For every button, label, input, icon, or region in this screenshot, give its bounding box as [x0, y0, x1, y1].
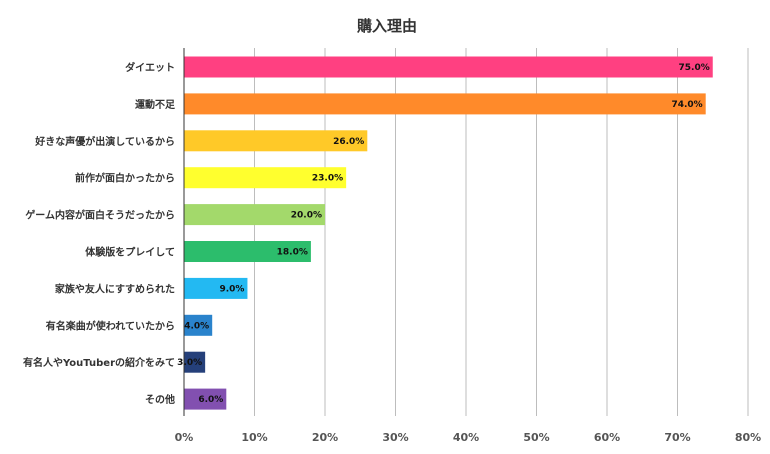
- data-label: 18.0%: [277, 248, 308, 258]
- category-label: 運動不足: [135, 98, 176, 111]
- category-label: 体験版をプレイして: [85, 246, 175, 259]
- x-tick-label: 10%: [241, 431, 267, 444]
- category-label: 有名人やYouTuberの紹介をみて: [23, 356, 175, 369]
- category-label: ダイエット: [125, 61, 175, 74]
- bar: [184, 314, 213, 336]
- x-tick-label: 40%: [453, 431, 479, 444]
- bar: [184, 277, 248, 299]
- x-tick-label: 30%: [382, 431, 408, 444]
- data-label: 4.0%: [184, 321, 209, 331]
- x-tick-label: 0%: [175, 431, 194, 444]
- bar: [184, 388, 227, 410]
- category-label: 前作が面白かったから: [75, 172, 175, 185]
- category-label: 有名楽曲が使われていたから: [46, 319, 175, 332]
- bar: [184, 130, 368, 152]
- x-tick-label: 70%: [664, 431, 690, 444]
- data-label: 23.0%: [312, 174, 343, 184]
- category-label: 好きな声優が出演しているから: [34, 135, 175, 148]
- data-label: 6.0%: [198, 395, 223, 405]
- category-labels: ダイエット運動不足好きな声優が出演しているから前作が面白かったからゲーム内容が面…: [23, 61, 176, 406]
- data-label: 26.0%: [333, 137, 364, 147]
- data-label: 9.0%: [219, 284, 244, 294]
- x-tick-label: 60%: [594, 431, 620, 444]
- data-label: 75.0%: [679, 63, 710, 73]
- data-label: 3.0%: [177, 358, 202, 368]
- x-axis-ticks: 0% 10% 20% 30% 40% 50% 60% 70% 80%: [175, 431, 762, 444]
- x-tick-label: 80%: [735, 431, 761, 444]
- bars: 75.0% 74.0% 26.0% 23.0% 20.0% 18.0% 9.0% 4.0% 3.…: [177, 56, 713, 410]
- category-label: 家族や友人にすすめられた: [55, 282, 175, 295]
- bar: [184, 351, 206, 373]
- category-label: ゲーム内容が面白そうだったから: [25, 209, 175, 222]
- x-tick-label: 50%: [523, 431, 549, 444]
- bar: [184, 241, 311, 262]
- category-label: その他: [145, 393, 175, 406]
- bar: [184, 56, 713, 78]
- bar: [184, 93, 706, 115]
- data-label: 74.0%: [671, 100, 702, 110]
- chart-title: 購入理由: [356, 17, 417, 35]
- x-tick-label: 20%: [312, 431, 338, 444]
- data-label: 20.0%: [291, 211, 322, 221]
- bar: [184, 167, 347, 189]
- bar: [184, 204, 325, 226]
